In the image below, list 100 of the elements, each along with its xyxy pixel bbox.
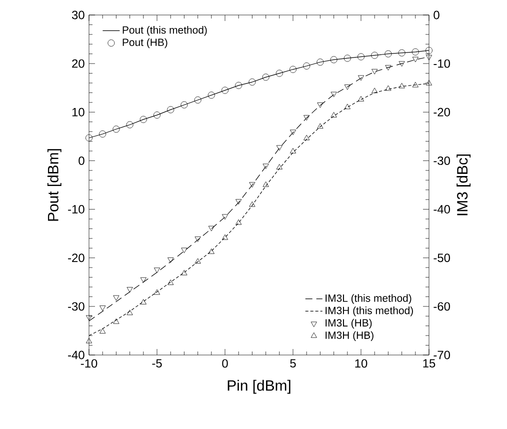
point: [317, 102, 324, 108]
point: [262, 182, 269, 187]
y2-tick-label: -30: [434, 156, 450, 165]
point: [412, 56, 418, 62]
point: [100, 306, 106, 311]
point: [168, 280, 174, 285]
legend-label: IM3H (this method): [326, 306, 413, 316]
point: [208, 226, 214, 232]
y-tick-label: 30: [72, 10, 84, 20]
point: [140, 116, 147, 123]
point: [249, 201, 256, 207]
point: [304, 134, 310, 140]
point: [290, 148, 296, 154]
point: [126, 310, 133, 316]
y2-tick-label: -60: [434, 302, 450, 311]
point: [112, 126, 120, 133]
y-tick-label: -40: [68, 350, 84, 360]
legend-label: Pout (HB): [122, 38, 168, 48]
point: [316, 58, 324, 66]
y-axis-title: Pout [dBm]: [47, 149, 62, 221]
x-tick-label: 5: [290, 359, 296, 368]
y2-tick-label: -40: [434, 205, 450, 214]
point: [154, 289, 160, 295]
point: [344, 84, 350, 90]
x-tick-label: -5: [152, 359, 162, 368]
point: [154, 268, 160, 273]
x-tick-label: 10: [355, 359, 368, 368]
x-tick-label: 0: [222, 359, 228, 368]
point: [208, 92, 215, 99]
point: [426, 54, 432, 60]
point: [412, 82, 418, 88]
point: [398, 49, 406, 56]
y-tick-label: 0: [78, 156, 84, 165]
point: [236, 219, 242, 225]
x-tick-label: -10: [80, 359, 98, 368]
point: [194, 258, 201, 264]
point: [372, 88, 378, 94]
point: [168, 257, 174, 263]
point: [344, 54, 351, 62]
point: [317, 123, 324, 129]
point: [303, 62, 310, 70]
point: [426, 46, 432, 54]
point: [167, 106, 174, 114]
point: [290, 66, 296, 73]
point: [194, 236, 201, 242]
legend-label: IM3H (HB): [326, 331, 374, 341]
y-tick-label: -20: [68, 254, 84, 262]
legend-label: Pout (this method): [122, 26, 207, 36]
point: [86, 315, 92, 321]
point: [276, 70, 283, 77]
y-tick-label: 10: [72, 108, 84, 116]
point: [194, 96, 202, 104]
point: [180, 101, 188, 108]
y2-tick-label: -20: [434, 108, 450, 116]
point: [208, 248, 214, 254]
point: [385, 85, 392, 91]
point: [140, 277, 146, 283]
point: [372, 69, 378, 74]
point: [236, 199, 242, 205]
point: [290, 130, 296, 136]
point: [330, 92, 337, 98]
y2-tick-label: 0: [434, 10, 440, 20]
legend-label: IM3L (HB): [326, 318, 372, 329]
x-tick-label: 15: [423, 359, 436, 368]
point: [358, 53, 364, 60]
point: [140, 299, 146, 304]
point: [358, 75, 364, 81]
point: [262, 74, 270, 81]
y2-tick-label: -10: [434, 59, 450, 68]
point: [113, 318, 120, 324]
y-tick-label: -30: [68, 302, 84, 311]
x-axis-title: Pin [dBm]: [228, 380, 290, 394]
point: [100, 328, 106, 334]
point: [330, 56, 338, 64]
point: [235, 82, 242, 89]
point: [330, 112, 337, 118]
point: [249, 182, 256, 188]
y2-tick-label: -70: [434, 350, 450, 360]
point: [181, 248, 188, 254]
point: [344, 104, 350, 110]
point: [358, 96, 364, 102]
point: [86, 134, 92, 142]
point: [222, 214, 228, 220]
point: [222, 234, 228, 240]
point: [412, 48, 419, 56]
point: [371, 52, 378, 59]
point: [385, 65, 392, 70]
point: [126, 121, 134, 128]
y2-tick-label: -50: [434, 254, 450, 262]
point: [154, 112, 160, 119]
point: [248, 78, 256, 86]
point: [304, 115, 310, 120]
point: [99, 130, 106, 138]
y-tick-label: -10: [68, 205, 84, 214]
legend-label: IM3L (this method): [326, 294, 412, 304]
y-tick-label: 20: [72, 59, 84, 68]
point: [276, 145, 282, 151]
point: [222, 86, 228, 94]
point: [126, 287, 133, 292]
point: [398, 61, 405, 67]
